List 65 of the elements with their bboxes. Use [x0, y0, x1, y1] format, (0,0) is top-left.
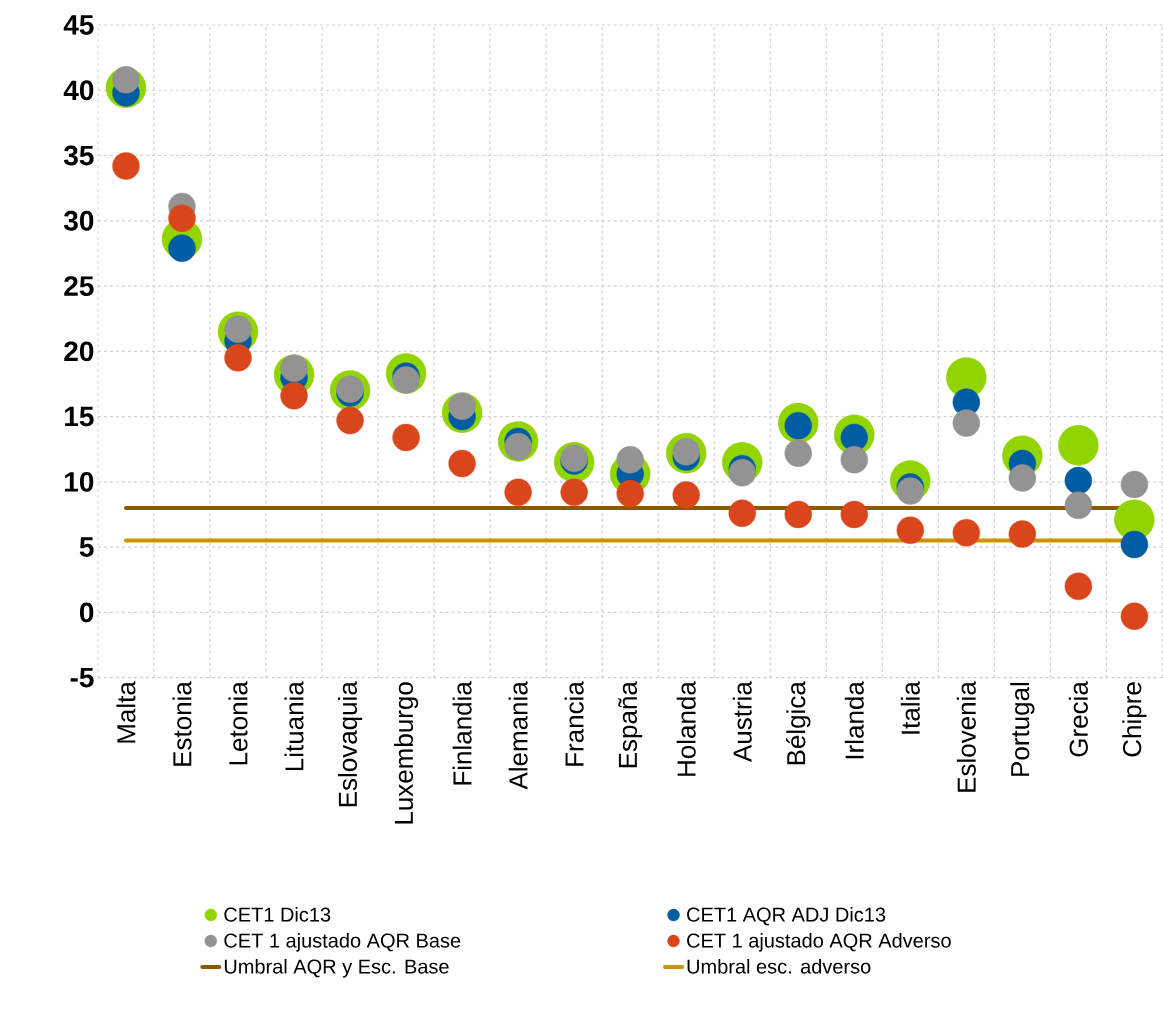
x-tick-label: España	[618, 680, 643, 767]
point	[952, 518, 981, 547]
legend-label: CET 1 ajustado AQR Adverso	[687, 932, 951, 952]
x-tick-label: Chipre	[1122, 682, 1147, 757]
point	[1008, 464, 1037, 492]
point	[1064, 491, 1093, 519]
y-tick-label: 5	[79, 537, 94, 557]
y-tick-label: 0	[79, 602, 94, 623]
x-tick-label: Eslovenia	[956, 680, 976, 792]
y-tick-label: 20	[64, 341, 94, 361]
point	[616, 479, 644, 508]
point	[784, 500, 812, 528]
legend-label: CET1 AQR ADJ Dic13	[687, 906, 886, 926]
point	[896, 516, 924, 544]
y-tick-label: 25	[64, 275, 94, 296]
x-tick-label: Finlandia	[452, 680, 472, 785]
point	[840, 445, 868, 474]
legend-label: Umbral AQR y Esc. Base	[224, 958, 449, 978]
point	[1064, 572, 1093, 600]
point	[224, 343, 252, 372]
point	[672, 480, 700, 509]
y-tick-label: 40	[63, 80, 94, 100]
point	[448, 449, 476, 478]
y-tick-label: 30	[63, 210, 94, 231]
point	[1064, 466, 1093, 495]
x-tick-label: Alemania	[508, 680, 528, 790]
legend-label: CET1 Dic13	[224, 906, 331, 922]
point	[168, 204, 196, 232]
y-tick-label: -5	[70, 667, 94, 688]
x-tick-label: Austria	[732, 680, 752, 762]
point	[1120, 470, 1149, 498]
x-tick-label: Estonia	[172, 680, 192, 766]
point	[336, 406, 364, 434]
point	[392, 423, 420, 451]
x-tick-label: Malta	[116, 680, 136, 743]
x-tick-label: Portugal	[1010, 682, 1035, 776]
y-tick-label: 45	[63, 14, 94, 35]
x-tick-label: Bélgica	[785, 680, 811, 765]
x-tick-label: Letonia	[228, 680, 248, 765]
legend-label: CET 1 ajustado AQR Base	[224, 932, 461, 952]
x-tick-label: Italia	[900, 680, 920, 734]
y-tick-label: 10	[65, 471, 94, 492]
y-tick-label: 15	[65, 406, 94, 427]
point	[504, 478, 532, 506]
point	[560, 478, 588, 506]
point	[1120, 530, 1149, 558]
point	[280, 381, 308, 410]
point	[112, 152, 140, 180]
point	[1008, 520, 1037, 548]
point	[1058, 424, 1099, 466]
x-tick-label: Eslovaquia	[337, 680, 363, 806]
legend-label: Umbral esc. adverso	[687, 958, 871, 974]
x-tick-label: Lituania	[284, 680, 304, 770]
point	[728, 499, 756, 527]
x-tick-label: Francia	[564, 680, 584, 766]
point	[1114, 499, 1155, 540]
x-tick-label: Holanda	[676, 680, 696, 776]
x-tick-label: Irlanda	[844, 680, 864, 759]
point	[840, 500, 868, 528]
x-tick-label: Luxemburgo	[393, 682, 419, 824]
point	[1120, 602, 1149, 630]
x-tick-label: Grecia	[1068, 680, 1088, 757]
point	[784, 439, 812, 467]
point	[952, 409, 981, 437]
y-tick-label: 35	[63, 145, 94, 166]
